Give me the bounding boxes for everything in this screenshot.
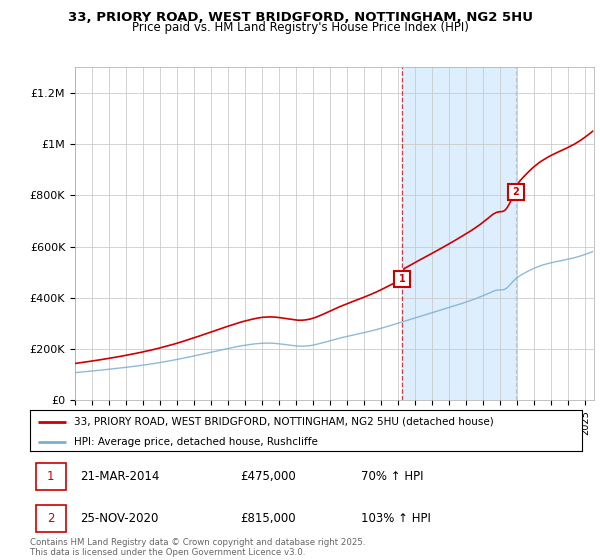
Bar [35,505,66,532]
Text: 21-MAR-2014: 21-MAR-2014 [80,470,159,483]
Bar [35,463,66,490]
Text: 2: 2 [512,186,520,197]
Text: £475,000: £475,000 [240,470,296,483]
Text: 33, PRIORY ROAD, WEST BRIDGFORD, NOTTINGHAM, NG2 5HU (detached house): 33, PRIORY ROAD, WEST BRIDGFORD, NOTTING… [74,417,494,427]
Text: 33, PRIORY ROAD, WEST BRIDGFORD, NOTTINGHAM, NG2 5HU: 33, PRIORY ROAD, WEST BRIDGFORD, NOTTING… [67,11,533,24]
Text: Price paid vs. HM Land Registry's House Price Index (HPI): Price paid vs. HM Land Registry's House … [131,21,469,34]
Text: 70% ↑ HPI: 70% ↑ HPI [361,470,424,483]
Text: 2: 2 [47,512,55,525]
Text: 103% ↑ HPI: 103% ↑ HPI [361,512,431,525]
Text: HPI: Average price, detached house, Rushcliffe: HPI: Average price, detached house, Rush… [74,437,318,447]
Text: 1: 1 [47,470,55,483]
Bar [402,67,516,400]
Text: £815,000: £815,000 [240,512,295,525]
Text: 1: 1 [398,274,406,284]
Text: Contains HM Land Registry data © Crown copyright and database right 2025.
This d: Contains HM Land Registry data © Crown c… [30,538,365,557]
Text: 25-NOV-2020: 25-NOV-2020 [80,512,158,525]
